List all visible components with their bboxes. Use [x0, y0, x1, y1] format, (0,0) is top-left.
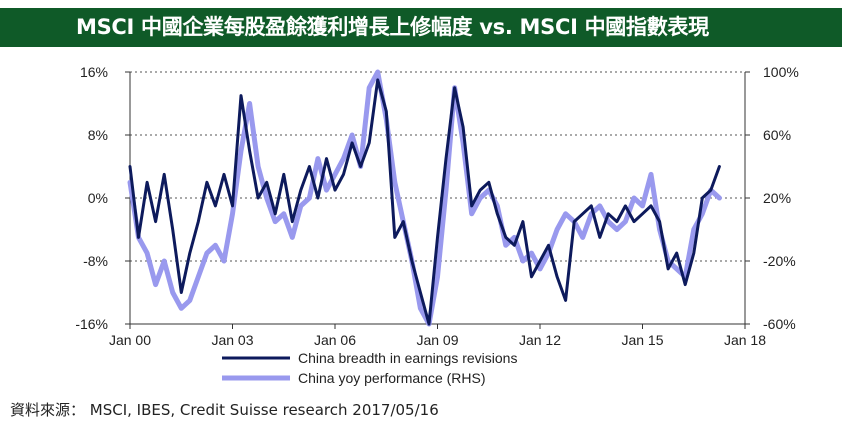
- right-tick-label: 60%: [763, 127, 791, 143]
- x-tick-label: Jan 12: [519, 332, 561, 348]
- source-note: 資料來源： MSCI, IBES, Credit Suisse research…: [10, 401, 439, 419]
- right-tick-label: 20%: [763, 190, 791, 206]
- axes: 16% 8% 0% -8% -16% 100% 60% 20% -20% -60% Jan 00 Ja…: [75, 64, 799, 348]
- x-tick-label: Jan 15: [621, 332, 663, 348]
- series-line-yoy-performance: [127, 69, 722, 327]
- x-tick-label: Jan 18: [724, 332, 766, 348]
- legend-label: China breadth in earnings revisions: [298, 350, 517, 366]
- x-tick-label: Jan 03: [211, 332, 253, 348]
- right-tick-label: -20%: [763, 253, 796, 269]
- legend-label: China yoy performance (RHS): [298, 370, 486, 386]
- series-line-earnings-breadth: [128, 78, 721, 326]
- right-tick-label: 100%: [763, 64, 799, 80]
- left-tick-label: -16%: [75, 316, 108, 332]
- left-tick-label: -8%: [83, 253, 108, 269]
- left-tick-label: 16%: [80, 64, 108, 80]
- left-tick-label: 8%: [88, 127, 108, 143]
- chart-title: MSCI 中國企業每股盈餘獲利增長上修幅度 vs. MSCI 中國指數表現: [76, 15, 709, 39]
- left-tick-label: 0%: [88, 190, 108, 206]
- title-banner: MSCI 中國企業每股盈餘獲利增長上修幅度 vs. MSCI 中國指數表現: [0, 8, 842, 47]
- legend: China breadth in earnings revisions China…: [222, 350, 517, 386]
- x-tick-label: Jan 00: [109, 332, 151, 348]
- series-lines: [127, 69, 722, 327]
- x-tick-label: Jan 06: [314, 332, 356, 348]
- right-tick-label: -60%: [763, 316, 796, 332]
- line-chart: 16% 8% 0% -8% -16% 100% 60% 20% -20% -60% Jan 00 Ja…: [75, 64, 799, 386]
- x-tick-label: Jan 09: [416, 332, 458, 348]
